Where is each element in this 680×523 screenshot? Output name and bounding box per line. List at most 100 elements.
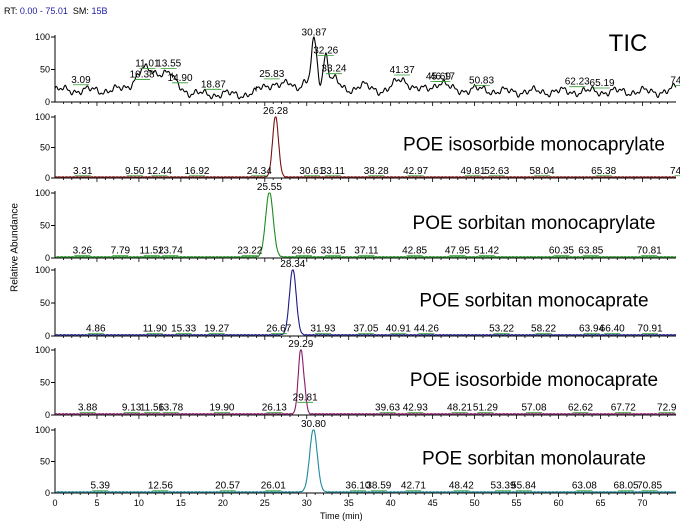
peak-label: 50.83 [469,75,494,86]
peak-label: 3.09 [71,75,91,86]
peak-label: 12.44 [147,166,172,177]
x-tick-label: 10 [134,498,144,508]
peak-label: 3.31 [73,166,93,177]
y-tick-label: 50 [40,298,50,308]
peak-label: 42.93 [403,403,428,414]
peak-label: 65.19 [590,78,615,89]
y-tick-label: 100 [35,188,50,198]
x-tick-label: 70 [637,498,647,508]
peak-label: 30.61 [299,166,324,177]
peak-label: 68.05 [614,481,639,492]
trace-line [54,349,677,415]
peak-label: 29.81 [293,392,318,403]
peak-label: 51.42 [474,246,499,257]
peak-label: 55.84 [511,481,536,492]
trace-line [54,192,676,258]
peak-label: 5.39 [90,481,110,492]
peak-label: 33.15 [321,246,346,257]
x-tick-label: 50 [470,498,480,508]
peak-label: 30.80 [301,419,326,430]
peak-label: 16.92 [184,166,209,177]
x-tick-label: 60 [554,498,564,508]
y-tick-label: 50 [40,378,50,388]
peak-label: 7.79 [111,246,131,257]
y-tick-label: 0 [45,488,50,498]
peak-label: 63.08 [572,481,597,492]
y-tick-label: 100 [35,425,50,435]
peak-label: 3.26 [73,246,93,257]
rt-label: RT: [4,6,18,16]
peak-label: 62.62 [568,403,593,414]
x-tick-label: 0 [52,498,57,508]
rt-range: 0.00 - 75.01 [19,6,68,16]
peak-label: 42.71 [401,481,426,492]
trace-line [55,429,677,493]
y-tick-label: 0 [45,410,50,420]
peak-label: 42.97 [403,166,428,177]
panel-title-tic: TIC [609,30,648,57]
peak-label: 66.40 [600,324,625,335]
peak-label: 15.33 [171,324,196,335]
peak-label: 26.13 [262,403,287,414]
peak-label: 26.67 [266,324,291,335]
y-tick-label: 0 [45,97,50,107]
peak-label: 9.13 [122,403,142,414]
peak-label: 44.26 [414,324,439,335]
trace-line [54,36,677,100]
peak-label: 13.74 [158,246,183,257]
peak-label: 4.86 [86,324,106,335]
panel-title: POE isosorbide monocaprate [410,370,658,391]
peak-label: 48.21 [447,403,472,414]
peak-label: 32.26 [313,46,338,57]
peak-label: 11.56 [140,403,165,414]
peak-label: 51.29 [473,403,498,414]
y-tick-label: 50 [40,65,50,75]
peak-label: 38.59 [366,481,391,492]
panel-title: POE sorbitan monolaurate [422,449,646,470]
peak-label: 58.22 [531,324,556,335]
x-tick-label: 45 [428,498,438,508]
x-tick-label: 30 [302,498,312,508]
peak-label: 49.81 [460,166,485,177]
peak-label: 23.22 [237,246,262,257]
x-tick-label: 35 [344,498,354,508]
peak-label: 62.23 [565,77,590,88]
peak-label: 10.38 [130,70,155,81]
x-tick-label: 15 [176,498,186,508]
trace-line [55,269,677,336]
peak-label: 40.91 [386,324,411,335]
peak-label: 70.81 [637,246,662,257]
peak-label: 33.11 [321,166,346,177]
peak-label: 74.82 [670,75,680,86]
peak-label: 25.83 [259,69,284,80]
y-tick-label: 50 [40,221,50,231]
peak-label: 53.22 [489,324,514,335]
peak-label: 74.78 [670,166,680,177]
x-tick-label: 55 [512,498,522,508]
peak-label: 67.72 [611,403,636,414]
peak-label: 28.34 [280,259,305,270]
y-tick-label: 100 [35,265,50,275]
peak-label: 19.27 [204,324,229,335]
peak-label: 26.28 [263,106,288,117]
x-tick-label: 5 [94,498,99,508]
peak-label: 52.63 [484,166,509,177]
sm-value: 15B [91,6,108,16]
y-tick-label: 50 [40,457,50,467]
x-tick-label: 40 [386,498,396,508]
peak-label: 13.78 [158,403,183,414]
y-tick-label: 0 [45,173,50,183]
y-tick-label: 50 [40,143,50,153]
panel-title: POE sorbitan monocaprate [419,290,648,311]
x-tick-label: 25 [260,498,270,508]
peak-label: 11.90 [143,324,168,335]
peak-label: 30.87 [302,27,327,38]
peak-label: 41.37 [390,65,415,76]
x-axis-label: Time (min) [320,511,363,521]
peak-label: 13.55 [156,59,181,70]
peak-label: 18.87 [201,79,226,90]
peak-label: 53.39 [491,481,516,492]
peak-label: 39.63 [375,403,400,414]
header-info: RT: 0.00 - 75.01 SM: 15B [4,6,107,16]
